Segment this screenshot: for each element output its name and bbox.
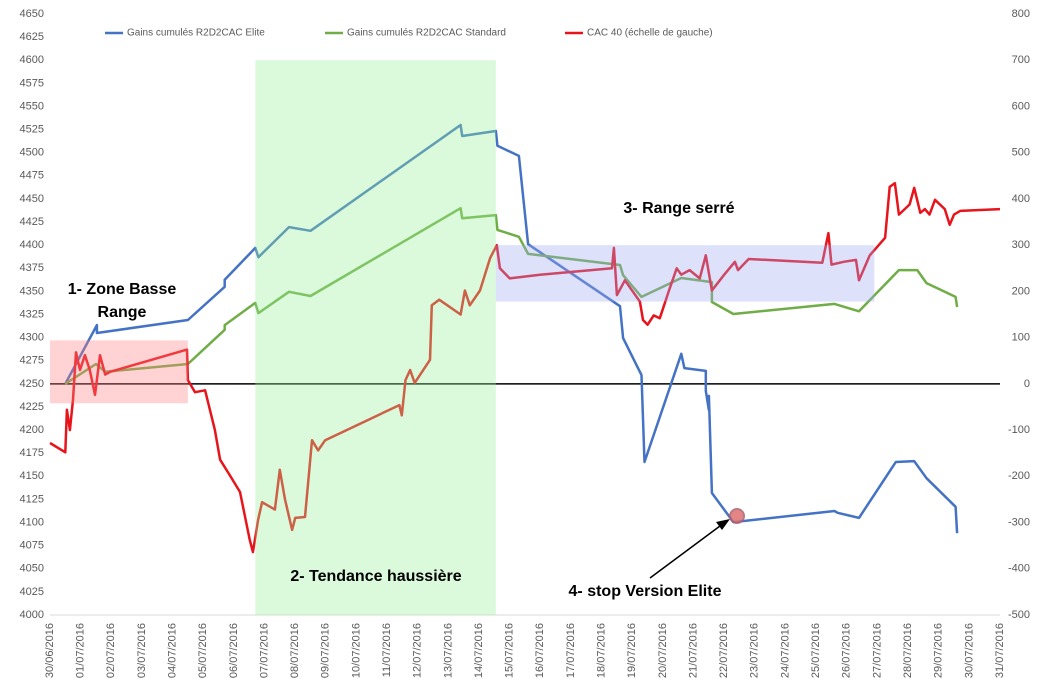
y-tick-label: 4100 [20, 516, 44, 528]
x-tick-label: 05/07/2016 [197, 623, 209, 678]
y-tick-label: 4650 [20, 8, 44, 20]
y-tick-label: 4475 [20, 170, 44, 182]
x-tick-label: 19/07/2016 [626, 623, 638, 678]
x-tick-label: 06/07/2016 [228, 623, 240, 678]
region [255, 60, 496, 615]
legend: Gains cumulés R2D2CAC Elite Gains cumulés… [105, 28, 713, 39]
overlay [50, 60, 875, 615]
x-tick-label: 18/07/2016 [596, 623, 608, 678]
y-tick-label: 4250 [20, 378, 44, 390]
region [495, 245, 875, 302]
annotation: 2- Tendance haussière [290, 568, 461, 585]
x-tick-label: 26/07/2016 [841, 623, 853, 678]
y-tick-label: 4275 [20, 355, 44, 367]
x-tick-label: 17/07/2016 [565, 623, 577, 678]
y2-tick-label: 0 [1024, 378, 1030, 390]
y-tick-label: 4425 [20, 216, 44, 228]
y2-tick-label: 100 [1012, 332, 1030, 344]
x-tick-label: 12/07/2016 [412, 623, 424, 678]
annotation: 3- Range serré [623, 200, 734, 217]
arrow-head [716, 519, 730, 530]
series-line [64, 123, 959, 534]
x-tick-label: 01/07/2016 [75, 623, 87, 678]
y-tick-label: 4500 [20, 147, 44, 159]
x-tick-label: 13/07/2016 [442, 623, 454, 678]
x-tick-label: 21/07/2016 [687, 623, 699, 678]
lines [49, 123, 1001, 554]
annotation: Range [98, 304, 147, 321]
annotation: 1- Zone Basse [68, 281, 177, 298]
series-line [49, 181, 1001, 554]
y2-tick-label: 800 [1012, 8, 1030, 20]
legend-label: Gains cumulés R2D2CAC Elite [127, 28, 265, 39]
annotation: 4- stop Version Elite [569, 583, 722, 600]
x-tick-label: 15/07/2016 [504, 623, 516, 678]
y2-tick-label: 700 [1012, 54, 1030, 66]
x-tick-label: 31/07/2016 [994, 623, 1006, 678]
legend-label: Gains cumulés R2D2CAC Standard [347, 28, 506, 39]
y2-tick-label: -200 [1008, 470, 1030, 482]
x-tick-label: 11/07/2016 [381, 623, 393, 677]
y2-tick-label: -400 [1008, 563, 1030, 575]
y2-tick-label: 500 [1012, 147, 1030, 159]
y-tick-label: 4450 [20, 193, 44, 205]
x-tick-label: 27/07/2016 [871, 623, 883, 678]
x-tick-label: 29/07/2016 [933, 623, 945, 678]
x-tick-label: 28/07/2016 [902, 623, 914, 678]
x-tick-label: 03/07/2016 [136, 623, 148, 678]
y-tick-label: 4325 [20, 308, 44, 320]
x-tick-label: 20/07/2016 [657, 623, 669, 678]
x-tick-label: 04/07/2016 [166, 623, 178, 678]
legend-label: CAC 40 (échelle de gauche) [587, 28, 713, 39]
x-tick-label: 23/07/2016 [749, 623, 761, 678]
x-tick-label: 10/07/2016 [350, 623, 362, 678]
x-tick-label: 25/07/2016 [810, 623, 822, 678]
y2-tick-label: -100 [1008, 424, 1030, 436]
y2-tick-label: -500 [1008, 609, 1030, 621]
y-tick-label: 4175 [20, 447, 44, 459]
labels: 4000402540504075410041254150417542004225… [20, 8, 1030, 678]
x-tick-label: 09/07/2016 [320, 623, 332, 678]
y-tick-label: 4375 [20, 262, 44, 274]
x-tick-label: 14/07/2016 [473, 623, 485, 678]
x-tick-label: 30/06/2016 [44, 623, 56, 678]
x-tick-label: 07/07/2016 [258, 623, 270, 678]
y2-tick-label: 400 [1012, 193, 1030, 205]
x-tick-label: 08/07/2016 [289, 623, 301, 678]
y-tick-label: 4600 [20, 54, 44, 66]
region [50, 340, 188, 404]
annotation-arrow [649, 522, 725, 579]
x-tick-label: 24/07/2016 [779, 623, 791, 678]
y2-tick-label: 600 [1012, 100, 1030, 112]
y-tick-label: 4025 [20, 586, 44, 598]
y-tick-label: 4075 [20, 540, 44, 552]
y-tick-label: 4550 [20, 100, 44, 112]
y-tick-label: 4350 [20, 285, 44, 297]
stop-marker [729, 508, 745, 524]
y2-tick-label: 300 [1012, 239, 1030, 251]
y2-tick-label: -300 [1008, 516, 1030, 528]
y-tick-label: 4300 [20, 332, 44, 344]
y-tick-label: 4125 [20, 493, 44, 505]
series-line [64, 206, 959, 385]
y2-tick-label: 200 [1012, 285, 1030, 297]
x-tick-label: 22/07/2016 [718, 623, 730, 678]
y-tick-label: 4200 [20, 424, 44, 436]
y-tick-label: 4000 [20, 609, 44, 621]
y-tick-label: 4050 [20, 563, 44, 575]
x-tick-label: 16/07/2016 [534, 623, 546, 678]
y-tick-label: 4225 [20, 401, 44, 413]
x-tick-label: 02/07/2016 [105, 623, 117, 678]
y-tick-label: 4625 [20, 31, 44, 43]
y-tick-label: 4575 [20, 77, 44, 89]
y-tick-label: 4400 [20, 239, 44, 251]
y-tick-label: 4150 [20, 470, 44, 482]
y-tick-label: 4525 [20, 123, 44, 135]
x-tick-label: 30/07/2016 [963, 623, 975, 678]
